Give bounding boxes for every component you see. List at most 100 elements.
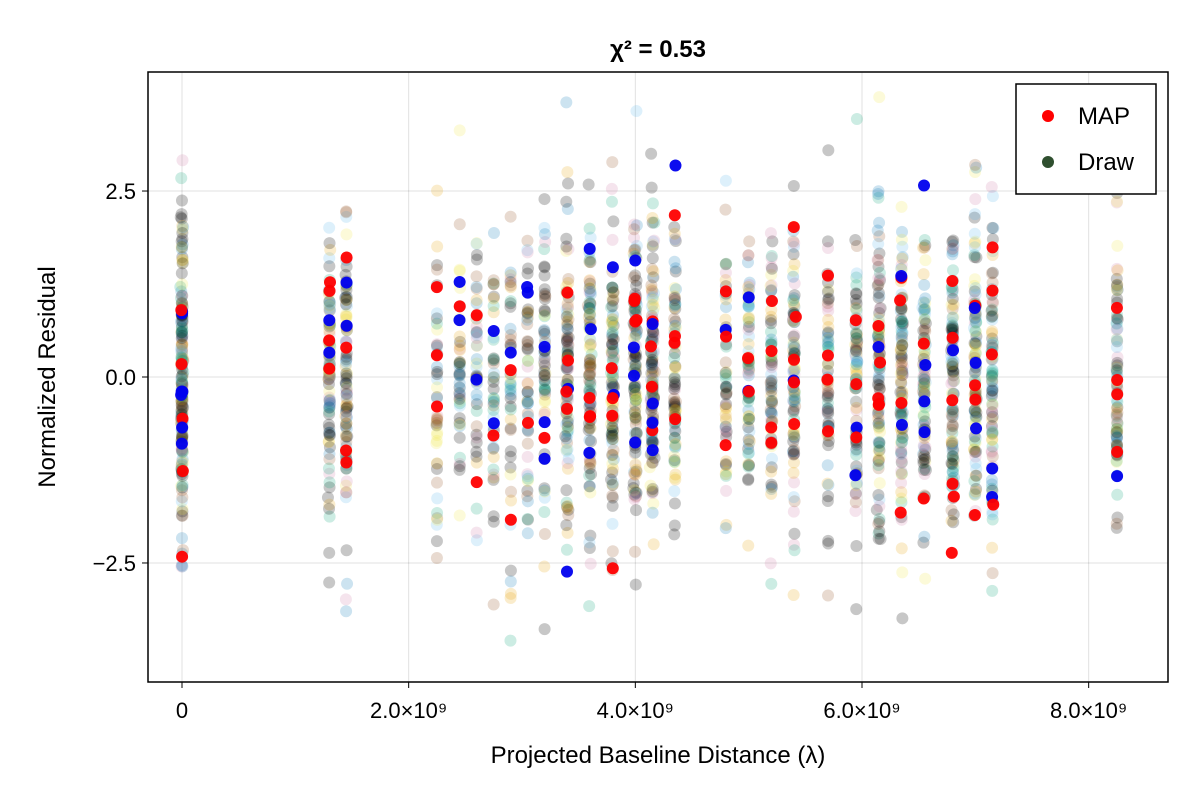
draw-point — [504, 400, 517, 413]
map-point — [946, 394, 959, 407]
draw-point — [969, 450, 982, 463]
draw-point — [986, 410, 999, 423]
draw-point — [504, 388, 517, 401]
draw-point — [669, 234, 682, 247]
draw-point — [787, 466, 800, 479]
draw-point — [872, 329, 885, 342]
draw-point — [919, 325, 932, 338]
draw-point — [969, 410, 982, 423]
draw-point — [628, 381, 641, 394]
draw-point — [895, 315, 908, 328]
map-point — [175, 304, 188, 317]
draw-point — [323, 408, 336, 421]
draw-point — [583, 299, 596, 312]
draw-point — [629, 350, 642, 363]
map-point — [583, 411, 596, 424]
draw-point — [562, 412, 575, 425]
draw-point — [895, 468, 908, 481]
draw-point — [970, 410, 983, 423]
draw-point — [668, 431, 681, 444]
draw-point — [766, 235, 779, 248]
draw-point — [521, 318, 534, 331]
draw-point — [850, 448, 863, 461]
map-point — [787, 221, 800, 234]
draw-point — [821, 459, 834, 472]
draw-point — [521, 495, 534, 508]
draw-point — [561, 340, 574, 353]
map-point — [538, 416, 551, 429]
draw-point — [946, 235, 959, 248]
map-point — [176, 550, 189, 563]
draw-point — [453, 394, 466, 407]
draw-point — [968, 337, 981, 350]
map-point — [340, 456, 353, 469]
draw-point — [742, 472, 755, 485]
draw-point — [340, 402, 353, 415]
draw-point — [765, 381, 778, 394]
draw-point — [1110, 427, 1123, 440]
draw-point — [873, 91, 886, 104]
map-point — [583, 446, 596, 459]
draw-point — [788, 289, 801, 302]
draw-point — [607, 286, 620, 299]
draw-point — [453, 343, 466, 356]
draw-point — [176, 238, 189, 251]
draw-point — [645, 300, 658, 313]
draw-point — [1110, 402, 1123, 415]
draw-point — [947, 437, 960, 450]
draw-point — [742, 249, 755, 262]
draw-point — [560, 240, 573, 253]
draw-point — [668, 382, 681, 395]
draw-point — [787, 294, 800, 307]
draw-point — [561, 297, 574, 310]
draw-point — [895, 476, 908, 489]
draw-point — [765, 374, 778, 387]
draw-point — [177, 220, 190, 233]
draw-point — [946, 418, 959, 431]
draw-point — [946, 284, 959, 297]
draw-point — [765, 262, 778, 275]
draw-point — [340, 435, 353, 448]
draw-point — [629, 487, 642, 500]
draw-point — [646, 356, 659, 369]
draw-point — [561, 307, 574, 320]
draw-point — [582, 178, 595, 191]
draw-point — [647, 497, 660, 510]
draw-point — [742, 438, 755, 451]
map-point — [584, 323, 597, 336]
draw-point — [561, 373, 574, 386]
draw-point — [765, 361, 778, 374]
draw-point — [323, 299, 336, 312]
draw-point — [630, 392, 643, 405]
draw-point — [560, 496, 573, 509]
draw-point — [323, 576, 336, 589]
draw-point — [323, 401, 336, 414]
draw-point — [918, 313, 931, 326]
draw-point — [323, 481, 336, 494]
draw-point — [917, 369, 930, 382]
draw-point — [945, 355, 958, 368]
draw-point — [917, 381, 930, 394]
draw-point — [986, 398, 999, 411]
draw-point — [742, 458, 755, 471]
draw-point — [668, 383, 681, 396]
draw-point — [946, 427, 959, 440]
draw-point — [986, 368, 999, 381]
map-point — [646, 318, 659, 331]
draw-point — [646, 484, 659, 497]
draw-point — [453, 397, 466, 410]
draw-point — [487, 395, 500, 408]
draw-point — [454, 382, 467, 395]
draw-point — [742, 323, 755, 336]
map-point — [453, 314, 466, 327]
draw-point — [629, 394, 642, 407]
draw-point — [851, 355, 864, 368]
draw-point — [521, 407, 534, 420]
draw-point — [324, 243, 337, 256]
draw-point — [562, 243, 575, 256]
draw-point — [919, 443, 932, 456]
draw-point — [765, 252, 778, 265]
draw-point — [917, 241, 930, 254]
draw-point — [850, 358, 863, 371]
draw-point — [453, 509, 466, 522]
